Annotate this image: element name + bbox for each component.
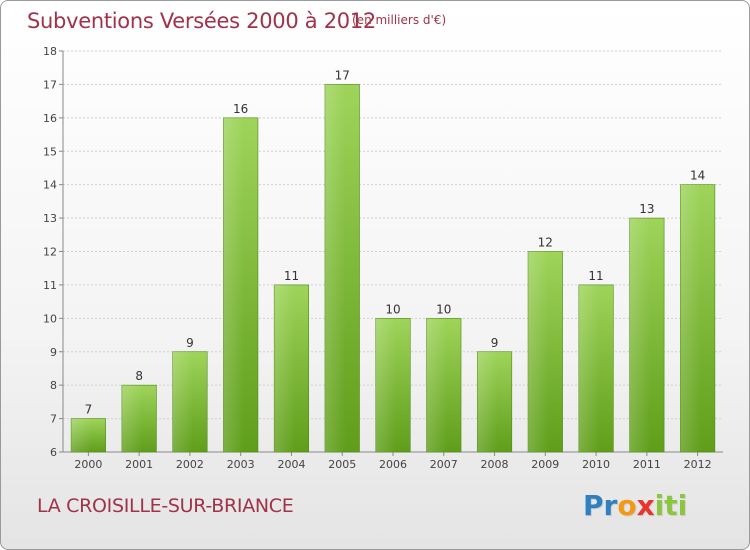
logo-letter: x — [636, 489, 655, 522]
x-tick-label: 2005 — [328, 458, 356, 471]
bar-layer — [70, 84, 716, 453]
y-tick-label: 16 — [43, 112, 57, 125]
y-tick-label: 12 — [43, 246, 57, 259]
data-label: 10 — [385, 302, 400, 316]
logo-letter: o — [617, 489, 637, 522]
y-tick-label: 14 — [43, 179, 57, 192]
x-tick-label: 2006 — [379, 458, 407, 471]
chart-title: Subventions Versées 2000 à 2012 — [27, 9, 376, 33]
data-label: 9 — [491, 336, 499, 350]
x-tick-label: 2009 — [531, 458, 559, 471]
bar-shine — [223, 117, 258, 452]
bar-shine — [629, 218, 665, 452]
x-tick-label: 2008 — [481, 458, 509, 471]
x-tick-label: 2001 — [125, 458, 153, 471]
y-tick-label: 11 — [43, 279, 57, 292]
data-label: 11 — [284, 269, 299, 283]
x-tick-label: 2011 — [633, 458, 661, 471]
bar-shine — [172, 351, 208, 452]
logo-letter: r — [603, 489, 618, 522]
y-tick-label: 18 — [43, 45, 57, 58]
bar-shine — [274, 284, 309, 452]
x-tick-label: 2003 — [227, 458, 255, 471]
x-tick-label: 2010 — [582, 458, 610, 471]
y-tick-label: 13 — [43, 212, 57, 225]
data-label: 17 — [335, 68, 350, 82]
axis-layer: 6 7 8 9 10 11 12 13 14 15 16 17 18 2000 2001 2002 2003 20… — [43, 45, 723, 471]
logo-letter: i — [654, 489, 665, 522]
logo-letter: i — [677, 489, 688, 522]
y-tick-label: 9 — [50, 346, 57, 359]
bar-shine — [680, 184, 715, 452]
data-label: 10 — [436, 302, 451, 316]
data-label: 7 — [85, 403, 93, 417]
logo-letter: t — [664, 489, 678, 522]
y-tick-label: 7 — [50, 413, 57, 426]
bar-shine — [121, 385, 157, 452]
x-tick-label: 2012 — [684, 458, 712, 471]
data-label: 13 — [639, 202, 654, 216]
bar-shine — [71, 418, 106, 452]
y-tick-label: 8 — [50, 379, 57, 392]
bar-shine — [426, 318, 462, 452]
commune-name: LA CROISILLE-SUR-BRIANCE — [37, 495, 294, 517]
data-label: 11 — [588, 269, 603, 283]
bar-shine — [324, 84, 360, 453]
data-label: 14 — [690, 169, 705, 183]
chart-subtitle: (en milliers d'€) — [352, 13, 447, 27]
x-tick-label: 2007 — [430, 458, 458, 471]
y-tick-label: 10 — [43, 312, 57, 325]
logo-letter: P — [583, 489, 604, 522]
bar-shine — [477, 351, 512, 452]
bar-shine — [578, 284, 614, 452]
label-layer: 7 8 9 16 11 17 10 10 9 12 11 13 14 — [85, 68, 706, 416]
proxiti-logo: Proxiti — [583, 489, 687, 522]
data-label: 16 — [233, 102, 248, 116]
x-tick-label: 2002 — [176, 458, 204, 471]
y-tick-label: 17 — [43, 78, 57, 91]
bar-shine — [528, 251, 563, 452]
data-label: 8 — [135, 369, 143, 383]
y-tick-label: 15 — [43, 145, 57, 158]
y-tick-label: 6 — [50, 446, 57, 459]
data-label: 12 — [538, 236, 553, 250]
x-tick-label: 2000 — [74, 458, 102, 471]
data-label: 9 — [186, 336, 194, 350]
x-tick-label: 2004 — [277, 458, 305, 471]
bar-shine — [375, 318, 411, 452]
